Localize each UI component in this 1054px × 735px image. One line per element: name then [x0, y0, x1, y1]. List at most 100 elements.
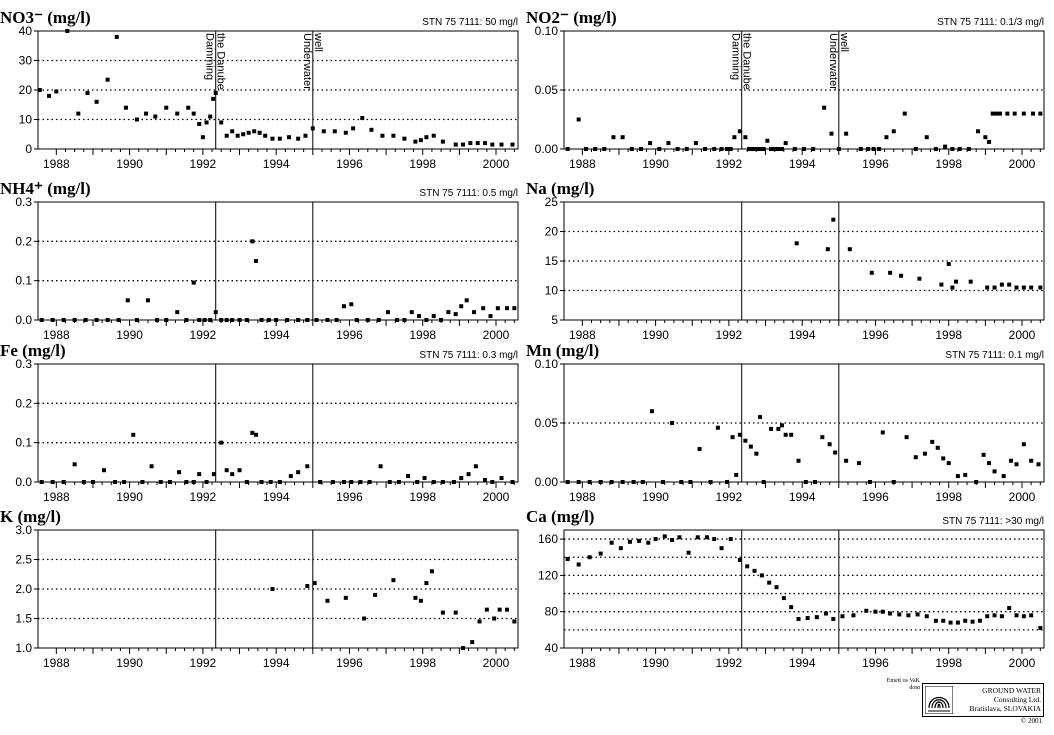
data-point: [963, 472, 968, 477]
standard-note-mn: STN 75 7111: 0.1 mg/l: [945, 350, 1044, 361]
chart-title-mn: Mn (mg/l): [526, 341, 600, 360]
data-point: [955, 474, 960, 479]
data-point: [670, 421, 675, 425]
x-tick-label: 1990: [116, 490, 143, 502]
data-point: [197, 472, 202, 477]
data-point: [497, 607, 502, 612]
x-tick-label: 1992: [190, 328, 217, 340]
data-point: [50, 318, 55, 322]
y-tick-label: 2.0: [15, 582, 32, 596]
data-point: [930, 439, 935, 444]
x-tick-label: 1992: [716, 157, 743, 169]
data-point: [296, 470, 301, 475]
data-point: [686, 550, 691, 555]
data-point: [83, 318, 88, 322]
data-point: [492, 616, 497, 621]
data-point: [512, 306, 517, 311]
y-tick-label: 0.0: [15, 313, 32, 327]
data-point: [831, 217, 836, 222]
data-point: [1031, 111, 1036, 116]
y-tick-label: 5: [551, 313, 558, 327]
data-point: [769, 147, 774, 151]
chart-panel-k: K (mg/l) 1.0 1.5 2.0 2.5 3.0 1988 1990 1992 1994 1…: [0, 504, 524, 668]
data-point: [512, 619, 517, 624]
x-tick-label: 1998: [935, 328, 962, 340]
data-point: [422, 476, 427, 481]
y-tick-label: 2.5: [15, 553, 32, 567]
data-point: [906, 613, 911, 618]
data-point: [367, 480, 372, 484]
data-point: [999, 614, 1004, 619]
data-point: [204, 120, 209, 125]
data-point: [418, 138, 423, 143]
data-point: [254, 432, 259, 437]
data-point: [413, 139, 418, 144]
data-point: [105, 318, 110, 322]
data-point: [270, 587, 275, 591]
data-point: [1038, 626, 1043, 631]
y-tick-label: 10: [545, 284, 559, 298]
data-point: [153, 114, 158, 119]
data-point: [305, 464, 310, 469]
data-point: [990, 111, 995, 116]
data-point: [1014, 285, 1019, 290]
y-tick-label: 1.0: [15, 641, 32, 655]
data-point: [424, 318, 429, 322]
data-point: [999, 282, 1004, 287]
data-point: [943, 144, 948, 149]
data-point: [208, 114, 213, 119]
data-point: [933, 618, 938, 623]
data-point: [708, 480, 713, 484]
y-tick-label: 0.05: [535, 83, 559, 97]
data-point: [954, 279, 959, 284]
data-point: [629, 147, 634, 151]
data-point: [1007, 282, 1012, 287]
data-point: [341, 480, 346, 484]
data-point: [670, 537, 675, 542]
x-tick-label: 2000: [483, 490, 510, 502]
data-point: [814, 615, 819, 620]
data-point: [761, 480, 766, 484]
data-point: [725, 480, 730, 484]
x-tick-label: 1994: [789, 328, 816, 340]
event-label-damming: Damming: [204, 33, 216, 80]
data-point: [587, 480, 592, 484]
data-point: [343, 130, 348, 135]
data-point: [341, 304, 346, 309]
data-point: [277, 136, 282, 141]
data-point: [992, 469, 997, 474]
data-point: [719, 546, 724, 551]
data-point: [662, 534, 667, 539]
data-point: [402, 318, 407, 322]
data-point: [312, 581, 317, 586]
x-tick-label: 1992: [716, 490, 743, 502]
data-point: [473, 464, 478, 469]
data-point: [602, 147, 607, 151]
company-name: GROUND WATER Consulting Ltd. Bratislava,…: [955, 686, 1041, 713]
data-point: [924, 135, 929, 140]
data-point: [413, 595, 418, 600]
data-point: [334, 318, 339, 322]
data-point: [72, 318, 77, 322]
standard-note-no2: STN 75 7111: 0.1/3 mg/l: [937, 17, 1044, 28]
data-point: [385, 310, 390, 315]
chart-svg-no2: 0.00 0.05 0.10 1988 1990 1992 1994 1996 1998 2000…: [535, 24, 1045, 169]
data-point: [1021, 285, 1026, 290]
data-point: [780, 147, 785, 151]
x-tick-label: 1996: [862, 157, 889, 169]
data-point: [1001, 474, 1006, 479]
data-point: [653, 537, 658, 542]
data-point: [856, 461, 861, 466]
data-point: [924, 614, 929, 619]
data-point: [259, 480, 264, 484]
data-point: [191, 480, 196, 484]
data-point: [186, 105, 191, 110]
data-point: [1014, 613, 1019, 618]
data-point: [499, 476, 504, 481]
data-point: [688, 480, 693, 484]
data-point: [836, 147, 841, 151]
data-point: [354, 318, 359, 322]
data-point: [305, 584, 310, 589]
data-point: [114, 34, 119, 39]
